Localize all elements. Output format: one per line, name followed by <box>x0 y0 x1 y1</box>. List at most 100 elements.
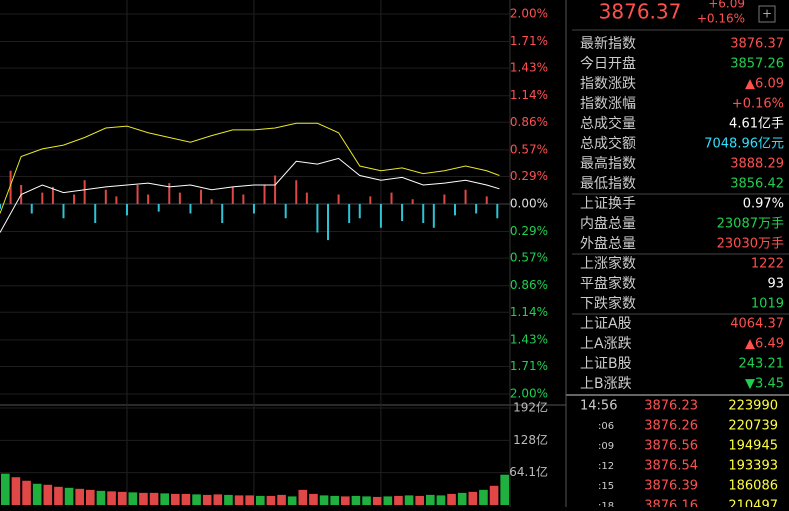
volume-bar <box>1 473 10 505</box>
volume-bar <box>256 495 265 505</box>
quote-label: 最高指数 <box>580 155 636 172</box>
volume-bar <box>107 491 116 505</box>
y-tick-label: 2.00% <box>510 7 548 21</box>
tick-price: 3876.56 <box>644 439 698 454</box>
volume-bar <box>245 495 254 505</box>
quote-label: 上证换手 <box>580 195 636 212</box>
quote-value: 4064.37 <box>730 317 784 332</box>
y-tick-label: 0.86% <box>510 115 548 129</box>
header-price: 3876.37 <box>599 0 682 24</box>
y-tick-label: 128亿 <box>513 432 548 447</box>
volume-bar <box>319 495 329 505</box>
tick-price: 3876.54 <box>644 459 698 474</box>
quote-value: 1019 <box>751 297 784 312</box>
tick-volume: 210497 <box>728 499 778 508</box>
volume-bar <box>32 483 42 505</box>
quote-label: 内盘总量 <box>580 215 636 232</box>
volume-bar <box>96 490 106 505</box>
quote-value: 1222 <box>751 257 784 272</box>
y-tick-label: 1.14% <box>510 305 548 319</box>
quote-label: 上涨家数 <box>580 255 636 272</box>
y-tick-label: 0.57% <box>510 251 548 265</box>
quote-value: 93 <box>767 277 784 292</box>
volume-bar <box>54 486 63 505</box>
volume-bar <box>287 496 297 505</box>
y-tick-label: 2.00% <box>510 387 548 401</box>
volume-bar <box>224 494 233 505</box>
volume-bar <box>394 495 403 505</box>
volume-bar <box>362 496 371 505</box>
volume-bar <box>415 495 424 505</box>
volume-bar <box>117 491 127 505</box>
y-tick-label: 1.71% <box>510 359 548 373</box>
quote-label: 今日开盘 <box>580 55 636 72</box>
volume-bar <box>181 493 191 505</box>
tick-time: :09 <box>598 441 614 452</box>
y-tick-label: 0.57% <box>510 142 548 156</box>
tick-price: 3876.39 <box>644 479 698 494</box>
volume-bar <box>149 492 159 505</box>
quote-value: 3888.29 <box>730 157 784 172</box>
volume-bar <box>298 489 308 505</box>
y-tick-label: 0.00% <box>510 197 548 211</box>
y-tick-label: 1.43% <box>510 61 548 75</box>
add-button-label[interactable]: + <box>762 7 772 21</box>
volume-bar <box>139 492 148 505</box>
y-tick-label: 0.29% <box>510 224 548 238</box>
volume-bar <box>383 496 393 505</box>
volume-bar <box>500 474 509 505</box>
volume-bar <box>372 496 382 505</box>
volume-bar <box>457 492 467 505</box>
quote-label: 最低指数 <box>580 176 636 192</box>
quote-label: 上B涨跌 <box>580 376 632 392</box>
quote-value: 3856.42 <box>730 177 784 192</box>
quote-label: 平盘家数 <box>580 275 636 292</box>
volume-bar <box>426 494 435 505</box>
volume-bar <box>11 477 21 505</box>
add-button[interactable] <box>758 5 776 23</box>
quote-value: 7048.96亿元 <box>704 137 784 152</box>
volume-bar <box>128 492 138 505</box>
tick-time: :15 <box>598 481 614 492</box>
quote-label: 总成交额 <box>580 135 636 152</box>
quote-value: 23087万手 <box>717 217 784 232</box>
volume-bar <box>171 493 180 505</box>
tick-volume: 220739 <box>728 419 778 434</box>
quote-value: 3876.37 <box>730 37 784 52</box>
y-tick-label: 1.43% <box>510 332 548 346</box>
volume-bar <box>266 495 276 505</box>
volume-bar <box>277 494 286 505</box>
quote-label: 上证B股 <box>580 356 632 372</box>
quote-label: 上A涨跌 <box>580 336 632 352</box>
volume-bar <box>330 495 339 505</box>
volume-bar <box>341 496 350 505</box>
y-tick-label: 0.86% <box>510 278 548 292</box>
quote-label: 外盘总量 <box>580 235 636 252</box>
volume-bar <box>309 493 318 505</box>
quote-label: 指数涨跌 <box>580 76 636 92</box>
quote-value: 243.21 <box>739 357 785 372</box>
volume-bar <box>436 495 446 505</box>
volume-bar <box>64 487 74 505</box>
volume-bar <box>351 495 361 505</box>
volume-bar <box>86 489 95 505</box>
quote-value: ▼3.45 <box>745 377 784 392</box>
y-tick-label: 1.71% <box>510 34 548 48</box>
volume-bar <box>75 488 84 505</box>
volume-bar <box>479 489 488 505</box>
tick-time: :18 <box>598 501 614 507</box>
quote-label: 下跌家数 <box>580 295 636 312</box>
quote-label: 上证A股 <box>580 316 632 332</box>
tick-price: 3876.16 <box>644 499 698 508</box>
tick-volume: 194945 <box>728 439 778 454</box>
quote-value: 4.61亿手 <box>729 117 784 132</box>
y-tick-label: 64.1亿 <box>509 464 548 479</box>
tick-price: 3876.26 <box>644 419 698 434</box>
price-line <box>0 157 500 233</box>
quote-label: 最新指数 <box>580 36 636 52</box>
tick-time: :12 <box>598 461 614 472</box>
volume-bar <box>160 493 169 505</box>
tick-time: 14:56 <box>580 399 617 414</box>
quote-label: 总成交量 <box>580 115 636 132</box>
